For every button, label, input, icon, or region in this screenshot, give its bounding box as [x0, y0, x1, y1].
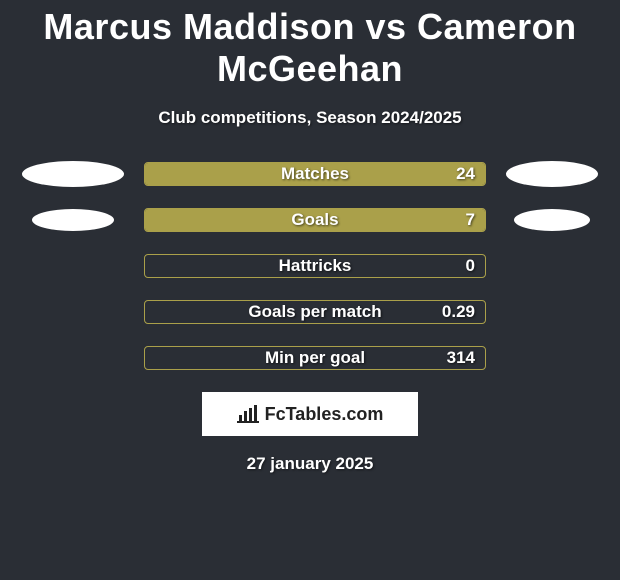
player-b-oval [506, 161, 598, 187]
player-a-oval [32, 209, 114, 231]
brand-logo-text: FcTables.com [237, 404, 384, 425]
stat-label: Goals per match [145, 302, 485, 322]
stat-bar-fill [145, 163, 485, 185]
stat-row: Matches24 [0, 162, 620, 186]
stat-bar: Matches24 [144, 162, 486, 186]
stat-bar: Hattricks0 [144, 254, 486, 278]
stat-row: Goals per match0.29 [0, 300, 620, 324]
page-title: Marcus Maddison vs Cameron McGeehan [0, 0, 620, 90]
subtitle: Club competitions, Season 2024/2025 [0, 108, 620, 128]
stat-label: Min per goal [145, 348, 485, 368]
stat-bar-fill [145, 209, 485, 231]
brand-logo-label: FcTables.com [265, 404, 384, 425]
left-slot [22, 161, 144, 187]
brand-logo: FcTables.com [202, 392, 418, 436]
comparison-infographic: Marcus Maddison vs Cameron McGeehan Club… [0, 0, 620, 474]
stat-rows: Matches24 Goals7 Hattricks0 Goals per match… [0, 162, 620, 370]
stat-bar: Goals per match0.29 [144, 300, 486, 324]
stat-row: Hattricks0 [0, 254, 620, 278]
stat-bar: Min per goal314 [144, 346, 486, 370]
stat-value: 0 [466, 256, 475, 276]
stat-label: Hattricks [145, 256, 485, 276]
stat-value: 314 [447, 348, 475, 368]
left-slot [22, 209, 144, 231]
stat-row: Min per goal314 [0, 346, 620, 370]
player-a-oval [22, 161, 124, 187]
stat-value: 0.29 [442, 302, 475, 322]
stat-row: Goals7 [0, 208, 620, 232]
stat-bar: Goals7 [144, 208, 486, 232]
date-label: 27 january 2025 [0, 454, 620, 474]
right-slot [486, 209, 598, 231]
bar-chart-icon [237, 405, 259, 423]
right-slot [486, 161, 598, 187]
player-b-oval [514, 209, 590, 231]
